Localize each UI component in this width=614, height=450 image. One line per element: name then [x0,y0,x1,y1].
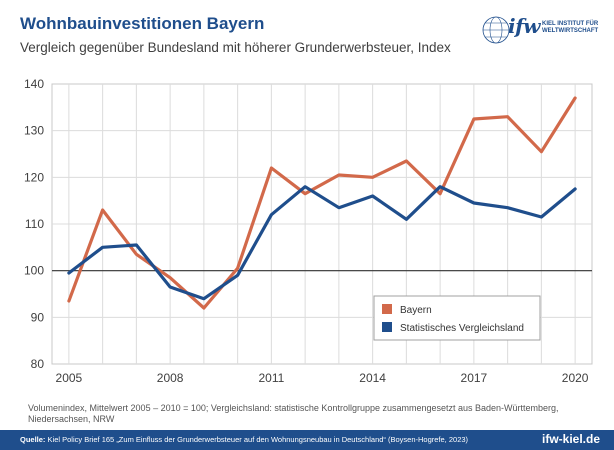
data-point [236,274,239,277]
data-point [202,297,206,300]
x-tick-label: 2011 [258,371,284,385]
data-point [506,115,509,118]
data-point [371,176,374,179]
y-tick-label: 120 [24,170,44,184]
data-point [371,194,374,198]
data-point [405,218,408,221]
y-tick-label: 130 [24,124,44,138]
data-point [303,192,307,195]
data-point [438,185,442,188]
y-tick-label: 140 [24,77,44,91]
data-point [506,206,509,209]
footer-bar: Quelle: Kiel Policy Brief 165 „Zum Einfl… [0,430,614,450]
data-point [236,267,239,270]
data-point [270,166,273,170]
footnote: Volumenindex, Mittelwert 2005 – 2010 = 1… [28,403,559,424]
footer-source-text: Kiel Policy Brief 165 „Zum Einfluss der … [47,435,469,444]
legend-label: Statistisches Vergleichsland [400,323,524,334]
data-point [540,215,543,219]
data-point [337,173,341,177]
chart-subtitle: Vergleich gegenüber Bundesland mit höher… [20,40,451,55]
data-point [540,150,543,153]
data-point [573,187,577,191]
data-point [135,253,138,256]
data-point [67,299,71,303]
legend-swatch [382,322,392,332]
y-tick-label: 100 [24,264,44,278]
x-tick-label: 2017 [461,371,488,385]
data-point [472,117,476,121]
data-point [472,201,476,205]
data-point [303,185,307,188]
globe-icon [482,16,510,44]
legend: Bayern Statistisches Vergleichsland [373,295,541,341]
x-tick-label: 2020 [562,371,589,385]
x-tick-label: 2008 [157,371,184,385]
data-point [405,159,408,163]
series-line-bayern [67,96,577,310]
logo-wordmark: ifw [508,14,540,38]
series-group [67,96,577,310]
footer-source-label: Quelle: [20,435,46,444]
data-point [67,271,71,275]
legend-box [373,295,541,341]
legend-swatch [382,304,392,314]
chart-title: Wohnbauinvestitionen Bayern [20,14,265,33]
data-point [168,276,172,279]
footer-source: Quelle: Kiel Policy Brief 165 „Zum Einfl… [20,435,468,444]
data-point [270,213,273,216]
data-point [438,192,442,195]
data-point [135,243,138,247]
data-point [168,285,172,289]
x-tick-label: 2005 [56,371,83,385]
data-point [337,206,341,209]
y-tick-label: 110 [25,217,44,231]
legend-label: Bayern [400,305,432,316]
ifw-logo: ifw KIEL INSTITUT FÜR WELTWIRTSCHAFT [478,8,608,54]
logo-text-line2: WELTWIRTSCHAFT [542,28,599,34]
data-point [202,306,206,310]
logo-text-line1: KIEL INSTITUT FÜR [542,21,599,27]
x-tick-label: 2014 [359,371,386,385]
data-point [101,208,104,212]
y-tick-label: 80 [31,357,45,371]
line-chart: 80 90 100 110 120 130 140 2005 2008 2011 2014 2017 2… [24,77,593,385]
data-point [573,96,577,100]
series-line-vergleichsland [67,185,577,301]
footer-url[interactable]: ifw-kiel.de [541,432,600,446]
data-point [101,246,104,249]
y-tick-label: 90 [31,310,45,324]
axis-labels: 80 90 100 110 120 130 140 2005 2008 2011 2014 2017 2… [24,77,589,385]
